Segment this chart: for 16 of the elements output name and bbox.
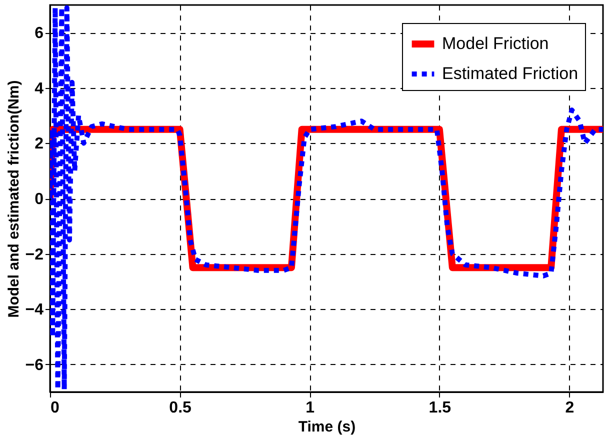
x-tick-label: 0 xyxy=(50,400,60,416)
legend-label: Model Friction xyxy=(442,34,549,53)
x-tick-label: 1 xyxy=(306,400,315,416)
x-tick-label: 1.5 xyxy=(428,400,452,416)
legend-label: Estimated Friction xyxy=(442,64,578,83)
y-tick-label: 0 xyxy=(34,191,44,208)
y-axis-title: Model and estimated friction(Nm) xyxy=(5,80,22,318)
y-tick-label: 6 xyxy=(34,25,44,42)
y-tick-label: −6 xyxy=(25,356,44,374)
y-tick-label: 4 xyxy=(34,80,44,98)
y-tick-label: −2 xyxy=(25,246,44,264)
y-tick-label: 2 xyxy=(34,136,44,153)
y-tick-label: −4 xyxy=(25,302,44,319)
x-tick-label: 0.5 xyxy=(169,400,192,416)
x-tick-label: 2 xyxy=(565,400,574,416)
x-axis-title: Time (s) xyxy=(298,418,356,436)
